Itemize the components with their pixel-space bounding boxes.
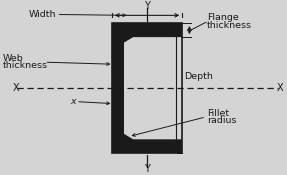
Text: thickness: thickness — [3, 61, 48, 70]
Text: radius: radius — [207, 116, 236, 125]
Bar — [112, 23, 182, 153]
Text: Web: Web — [3, 54, 24, 63]
Text: Y: Y — [144, 1, 150, 11]
Text: Fillet: Fillet — [207, 108, 229, 118]
Text: Depth: Depth — [184, 72, 213, 81]
Text: Y: Y — [144, 164, 150, 174]
Polygon shape — [124, 37, 182, 139]
Text: Width: Width — [28, 10, 56, 19]
Bar — [112, 23, 182, 153]
Text: X: X — [276, 83, 283, 93]
Text: Flange: Flange — [207, 13, 238, 22]
Text: X: X — [12, 83, 19, 93]
Text: thickness: thickness — [207, 22, 252, 30]
Text: x: x — [70, 97, 76, 106]
